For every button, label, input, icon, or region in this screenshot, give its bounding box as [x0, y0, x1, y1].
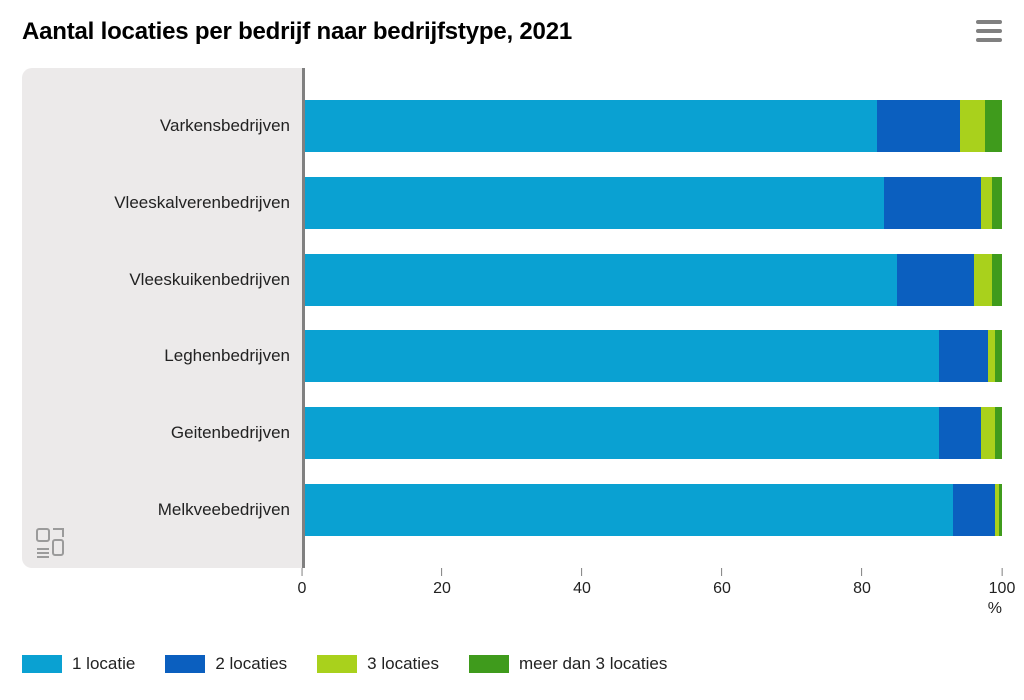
legend-item: 1 locatie — [22, 654, 135, 674]
bar-segment — [305, 254, 897, 306]
legend-swatch — [165, 655, 205, 673]
bar-segment — [974, 254, 991, 306]
tick-label: 80 — [853, 580, 871, 598]
bar-segment — [999, 484, 1002, 536]
legend-label: 2 locaties — [215, 654, 287, 674]
bar-segment — [939, 330, 988, 382]
tick-mark — [581, 568, 582, 576]
bar-row — [302, 250, 1002, 310]
tick-mark — [861, 568, 862, 576]
legend-label: meer dan 3 locaties — [519, 654, 667, 674]
x-axis-unit: % — [988, 600, 1002, 618]
legend-swatch — [22, 655, 62, 673]
category-label: Geitenbedrijven — [22, 403, 302, 463]
bar-segment — [992, 177, 1002, 229]
legend-swatch — [469, 655, 509, 673]
legend-label: 1 locatie — [72, 654, 135, 674]
bar-segment — [305, 177, 884, 229]
x-tick: 20 — [433, 568, 451, 598]
bars-panel — [302, 68, 1002, 568]
tick-mark — [302, 568, 303, 576]
bar-row — [302, 403, 1002, 463]
bar-segment — [985, 100, 1002, 152]
bar-row — [302, 173, 1002, 233]
y-axis-panel: Varkensbedrijven Vleeskalverenbedrijven Vl… — [22, 68, 302, 568]
bar-segment — [988, 330, 995, 382]
bar-segment — [995, 407, 1002, 459]
bar-row — [302, 480, 1002, 540]
bar-track — [305, 484, 1002, 536]
tick-label: 20 — [433, 580, 451, 598]
bar-track — [305, 100, 1002, 152]
category-label: Vleeskalverenbedrijven — [22, 173, 302, 233]
legend-item: 2 locaties — [165, 654, 287, 674]
bar-segment — [305, 407, 939, 459]
y-axis-line — [302, 68, 305, 568]
bar-segment — [305, 330, 939, 382]
bar-track — [305, 330, 1002, 382]
bar-segment — [981, 407, 995, 459]
bar-segment — [305, 100, 877, 152]
x-tick: 60 — [713, 568, 731, 598]
bar-track — [305, 407, 1002, 459]
x-tick: 80 — [853, 568, 871, 598]
bar-segment — [897, 254, 974, 306]
bar-track — [305, 177, 1002, 229]
tick-mark — [441, 568, 442, 576]
legend-item: 3 locaties — [317, 654, 439, 674]
bar-segment — [953, 484, 995, 536]
plot-area: Varkensbedrijven Vleeskalverenbedrijven Vl… — [22, 68, 1002, 568]
bar-segment — [960, 100, 984, 152]
x-tick: 100 — [989, 568, 1016, 598]
category-label: Leghenbedrijven — [22, 326, 302, 386]
category-label: Varkensbedrijven — [22, 96, 302, 156]
bar-segment — [884, 177, 982, 229]
tick-label: 60 — [713, 580, 731, 598]
bar-row — [302, 96, 1002, 156]
legend-item: meer dan 3 locaties — [469, 654, 667, 674]
legend-label: 3 locaties — [367, 654, 439, 674]
tick-label: 40 — [573, 580, 591, 598]
tick-label: 0 — [298, 580, 307, 598]
bar-segment — [981, 177, 991, 229]
chart-title: Aantal locaties per bedrijf naar bedrijf… — [22, 18, 572, 46]
x-tick: 40 — [573, 568, 591, 598]
x-axis: % 020406080100 — [302, 568, 1002, 624]
hamburger-menu-icon[interactable] — [976, 20, 1002, 42]
bar-track — [305, 254, 1002, 306]
bar-segment — [877, 100, 961, 152]
bar-segment — [992, 254, 1002, 306]
bar-row — [302, 326, 1002, 386]
x-tick: 0 — [298, 568, 307, 598]
category-label: Vleeskuikenbedrijven — [22, 250, 302, 310]
bar-segment — [995, 330, 1002, 382]
legend: 1 locatie 2 locaties 3 locaties meer dan 3 … — [22, 654, 1002, 674]
tick-mark — [721, 568, 722, 576]
bar-segment — [939, 407, 981, 459]
legend-swatch — [317, 655, 357, 673]
cbs-logo-icon — [34, 526, 66, 558]
tick-mark — [1001, 568, 1002, 576]
tick-label: 100 — [989, 580, 1016, 598]
bar-segment — [305, 484, 953, 536]
